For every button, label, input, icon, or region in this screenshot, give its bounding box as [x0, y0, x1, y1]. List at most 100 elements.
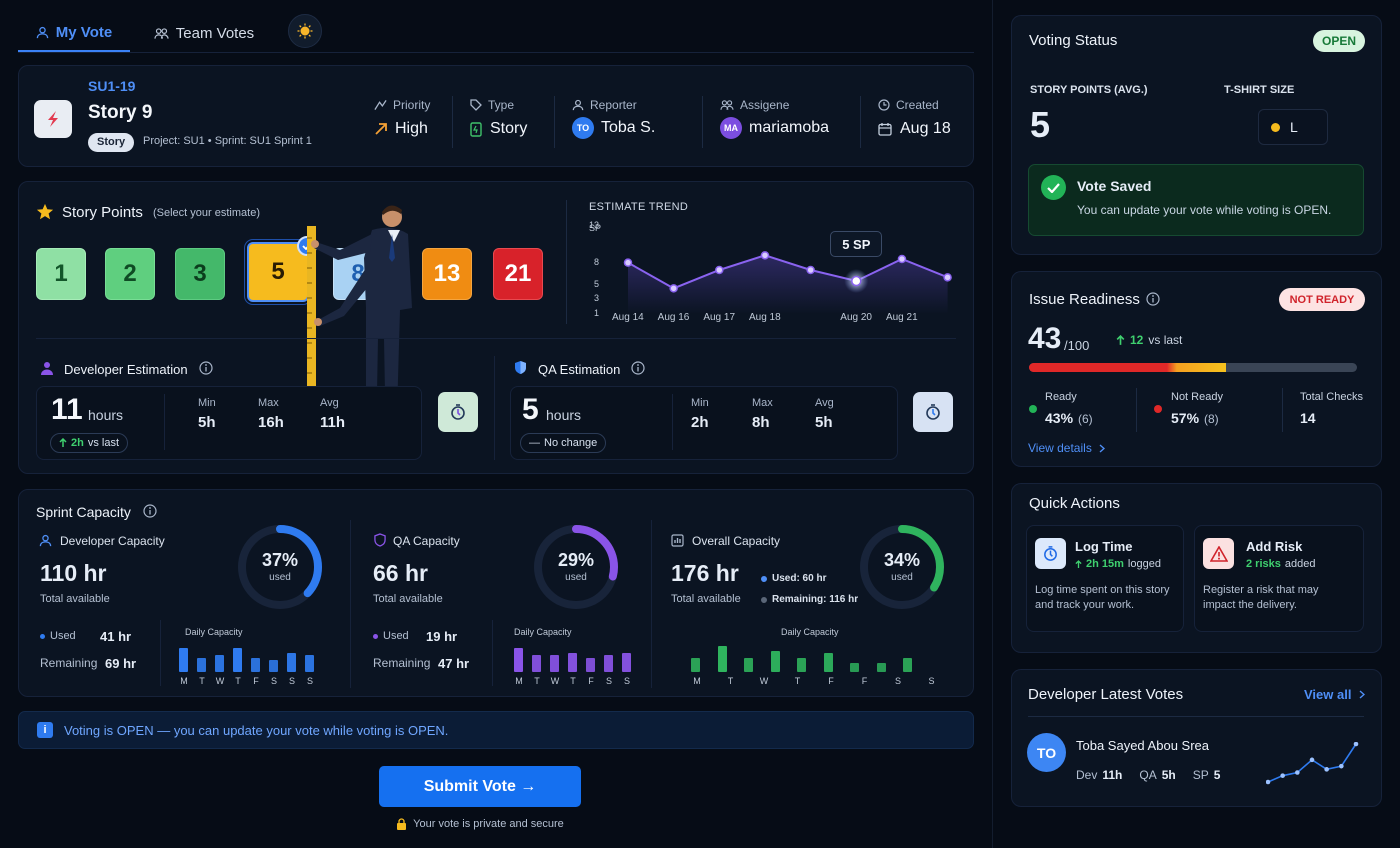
spark-point [1353, 742, 1359, 747]
total-checks-label: Total Checks [1300, 391, 1363, 403]
info-icon[interactable] [1146, 292, 1160, 306]
day-label: S [288, 676, 295, 686]
overall-ring-label: used [891, 572, 913, 583]
created-field: Created Aug 18 [878, 98, 951, 138]
add-risk-title: Add Risk [1246, 539, 1303, 554]
trend-point[interactable] [943, 273, 952, 282]
story-doc-icon [470, 121, 482, 137]
ready-percent: 43% [1045, 410, 1074, 426]
daily-bar [622, 652, 631, 672]
notice-text: Voting is OPEN — you can update your vot… [64, 722, 449, 738]
trend-x-tick: Aug 17 [703, 312, 736, 323]
sp-option-3[interactable]: 3 [175, 248, 225, 300]
trend-point[interactable] [623, 258, 633, 267]
voting-open-notice: i Voting is OPEN — you can update your v… [18, 711, 974, 749]
trend-point[interactable] [715, 265, 724, 275]
sp-option-13[interactable]: 13 [422, 248, 472, 300]
quick-actions-title: Quick Actions [1029, 495, 1120, 512]
total-checks-value: 14 [1300, 410, 1316, 426]
arrow-up-icon [59, 438, 67, 447]
day-label: S [928, 676, 935, 686]
daily-bar [215, 655, 224, 672]
qa-max-label: Max [752, 397, 773, 409]
readiness-progress-bar [1029, 363, 1357, 372]
chevron-right-icon [1360, 690, 1366, 699]
user-icon [36, 26, 49, 38]
shield-icon [374, 533, 386, 547]
qa-capacity-total: 66 hr [373, 560, 428, 586]
day-label: F [588, 676, 594, 686]
trend-point[interactable] [806, 265, 815, 275]
issue-key[interactable]: SU1-19 [88, 78, 136, 94]
story-bolt-icon [48, 111, 58, 127]
developer-estimation-title: Developer Estimation [64, 362, 188, 377]
info-icon[interactable] [631, 361, 645, 375]
submit-vote-button[interactable]: Submit Vote → [379, 766, 581, 807]
trend-point[interactable] [897, 254, 907, 264]
used-dot [40, 634, 45, 639]
sp-option-2[interactable]: 2 [105, 248, 155, 300]
qa-capacity-ring [534, 525, 618, 609]
overall-legend-remaining: Remaining: 116 hr [772, 594, 859, 605]
add-risk-desc: Register a risk that may impact the deli… [1203, 584, 1319, 611]
developer-timer-button[interactable] [438, 392, 478, 432]
qa-stats-divider [672, 394, 673, 450]
day-label: T [199, 676, 205, 686]
view-all-link[interactable]: View all [1304, 687, 1366, 702]
day-label: W [550, 676, 560, 686]
chevron-right-icon [1099, 443, 1105, 453]
story-points-title: Story Points [62, 204, 143, 221]
qa-used-value: 19 hr [426, 629, 458, 644]
tab-team-votes[interactable]: Team Votes [148, 14, 260, 52]
spark-point [1339, 763, 1344, 769]
info-icon[interactable] [143, 504, 157, 518]
privacy-note: Your vote is private and secure [390, 818, 570, 830]
tshirt-size-label: T-SHIRT SIZE [1224, 84, 1295, 96]
trend-point[interactable] [851, 275, 862, 287]
size-dot [1271, 122, 1280, 132]
daily-divider [492, 620, 493, 686]
daily-bar [744, 657, 753, 672]
capacity-divider [651, 520, 652, 688]
daily-bar [233, 648, 242, 672]
developer-used-value: 41 hr [100, 629, 132, 644]
sprint-capacity-title: Sprint Capacity [36, 504, 131, 520]
spark-point [1324, 767, 1329, 772]
tab-my-vote[interactable]: My Vote [18, 14, 130, 52]
view-details-link[interactable]: View details [1028, 441, 1105, 455]
reporter-field: Reporter TO Toba S. [572, 98, 655, 139]
overall-capacity-ring [860, 525, 944, 609]
theme-toggle-button[interactable] [288, 14, 322, 48]
trend-point[interactable] [669, 284, 678, 293]
issue-type-badge: Story [88, 133, 135, 152]
daily-bar [269, 660, 278, 672]
not-ready-badge: NOT READY [1279, 288, 1365, 311]
trend-x-tick: Aug 18 [748, 312, 781, 323]
spark-point [1266, 779, 1271, 785]
trend-x-tick: Aug 21 [885, 312, 918, 323]
latest-votes-title: Developer Latest Votes [1028, 686, 1184, 703]
qa-hours-unit: hours [546, 407, 582, 423]
daily-bar [797, 657, 806, 672]
qa-daily-title: Daily Capacity [514, 627, 572, 637]
qa-timer-button[interactable] [913, 392, 953, 432]
trend-y-tick: 8 [593, 256, 599, 267]
day-label: M [180, 676, 188, 686]
latest-votes-card [1011, 669, 1382, 807]
day-label: T [534, 676, 540, 686]
trend-y-tick: 3 [593, 293, 599, 304]
field-divider [452, 96, 453, 148]
not-ready-count: (8) [1204, 412, 1219, 426]
sp-option-21[interactable]: 21 [493, 248, 543, 300]
story-points-hint: (Select your estimate) [153, 207, 260, 219]
info-icon[interactable] [199, 361, 213, 375]
qa-ring-percent: 29% [557, 550, 595, 570]
day-label: F [253, 676, 259, 686]
qa-total-label: Total available [373, 593, 443, 605]
trend-point[interactable] [760, 251, 770, 260]
sp-option-1[interactable]: 1 [36, 248, 86, 300]
priority-icon [374, 99, 387, 110]
day-label: T [570, 676, 576, 686]
voter-sparkline [1266, 742, 1359, 785]
